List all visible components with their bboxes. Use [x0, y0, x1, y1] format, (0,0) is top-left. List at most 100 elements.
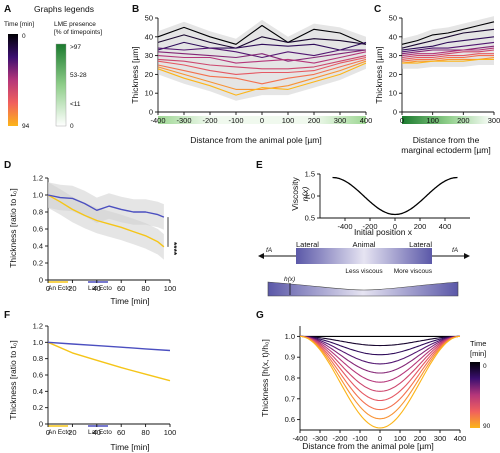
chart0-series-line: [157, 41, 367, 51]
chart0-series-line: [157, 47, 366, 59]
lme-tick-3: 0: [70, 123, 74, 130]
chart5-ytick-label: 0.8: [285, 374, 295, 383]
chart5-model-curve: [299, 335, 461, 383]
panel-b-xlabel: Distance from the animal pole [µm]: [190, 135, 322, 145]
chart5-model-curve: [300, 335, 460, 356]
panel-c-xlabel-1: Distance from the: [413, 135, 480, 145]
lme-legend-label-2: [% of timepoints]: [54, 29, 102, 36]
panel-g-legend-max: 90: [483, 423, 491, 430]
chart5-xtick-label: -300: [312, 434, 327, 443]
left-arrowhead: [258, 253, 264, 259]
chart4-xtick-label: 20: [68, 428, 76, 437]
chart2-series-line: [47, 194, 165, 248]
chart3-xtick-label: 200: [414, 222, 427, 231]
chart5-model-curve: [300, 335, 460, 365]
right-arrowhead: [464, 253, 470, 259]
chart2-sd-band: [48, 182, 164, 230]
chart4-ytick-label: 0.8: [33, 354, 43, 363]
viscosity-bar: [296, 248, 432, 264]
panel-letter-c: C: [374, 4, 381, 15]
chart0-series-line: [157, 24, 367, 45]
chart0-ytick-label: 40: [145, 32, 153, 41]
chart4-ytick-label: 0.6: [33, 371, 43, 380]
panel-c-lme-strip: [402, 116, 494, 124]
panel-a-legends: Graphs legends Time [min] 0 94 LME prese…: [4, 4, 102, 130]
chart2-xtick-label: 20: [68, 284, 76, 293]
chart4-xtick-label: 40: [93, 428, 101, 437]
lateral-right-label: Lateral: [409, 240, 432, 249]
legend-title: Graphs legends: [34, 4, 94, 14]
panel-e-ylabel-1: Viscosity: [290, 177, 300, 211]
chart3-xtick-label: -400: [337, 222, 352, 231]
panel-b-ylabel: Thickness [µm]: [130, 46, 140, 103]
panel-letter-a: A: [4, 4, 11, 15]
chart2-ytick-label: 0: [39, 276, 43, 285]
chart2-xtick-label: 60: [117, 284, 125, 293]
chart2-series-line: [47, 194, 165, 218]
chart0-series-line: [157, 62, 367, 96]
panel-b-chart: Thickness [µm] Distance from the animal …: [130, 14, 372, 146]
panel-f-chart: Thickness [ratio to t₀] Time [min] An Ec…: [8, 322, 176, 453]
chart5-xtick-label: 100: [394, 434, 407, 443]
chart2-xtick-label: 80: [141, 284, 149, 293]
chart2-ytick-label: 0.2: [33, 259, 43, 268]
panel-g-legend-min: 0: [483, 363, 487, 370]
chart0-series-line: [157, 51, 367, 64]
chart1-xtick-label: 200: [457, 116, 470, 125]
legend-d-an: An Ecto: [48, 285, 71, 292]
chart1-series-line: [401, 36, 495, 51]
chart2-ytick-label: 1.2: [33, 174, 43, 183]
chart2-xtick-label: 0: [46, 284, 50, 293]
panel-e-xlabel: Initial position x: [354, 227, 413, 237]
panel-f-ylabel: Thickness [ratio to t₀]: [8, 340, 18, 420]
chart4-xtick-label: 60: [117, 428, 125, 437]
chart1-series-line: [401, 47, 495, 57]
chart3-ytick-label: 1.5: [305, 170, 315, 179]
right-force-label: fA: [452, 247, 458, 254]
lme-tick-0: >97: [70, 44, 81, 51]
panel-e-chart: Viscosity η(x) Initial position x -400 -2…: [290, 170, 470, 237]
panel-e-ylabel-2: η(x): [300, 187, 310, 202]
left-force-label: fA: [266, 247, 272, 254]
chart5-xtick-label: 0: [378, 434, 382, 443]
lme-tick-1: 53-28: [70, 72, 87, 79]
panel-d-ylabel: Thickness [ratio to t₀]: [8, 188, 18, 268]
panel-b-lme-strip: [158, 116, 366, 124]
panel-g-colorbar: [470, 362, 480, 428]
chart5-model-curve: [299, 335, 461, 402]
chart0-series-line: [157, 34, 367, 49]
chart0-xtick-label: 100: [282, 116, 295, 125]
chart1-ytick-label: 0: [393, 108, 397, 117]
chart0-xtick-label: 200: [308, 116, 321, 125]
chart1-series-line: [402, 58, 494, 64]
chart4-ytick-label: 1.2: [33, 322, 43, 331]
chart5-ytick-label: 0.6: [285, 415, 295, 424]
chart5-xtick-label: 400: [454, 434, 467, 443]
chart2-xtick-label: 40: [93, 284, 101, 293]
time-colorbar: [8, 34, 18, 126]
chart2-ytick-label: 0.4: [33, 242, 43, 251]
chart0-series-line: [157, 55, 367, 70]
time-legend-min: 0: [22, 33, 26, 40]
chart5-ytick-label: 1.0: [285, 332, 295, 341]
chart5-xtick-label: -400: [292, 434, 307, 443]
lateral-left-label: Lateral: [296, 240, 319, 249]
chart0-series-line: [157, 56, 367, 75]
chart1-series-line: [401, 41, 495, 53]
chart3-ytick-label: 1.0: [305, 192, 315, 201]
chart1-ytick-label: 40: [389, 32, 397, 41]
chart5-xtick-label: -200: [332, 434, 347, 443]
chart5-xtick-label: 300: [434, 434, 447, 443]
chart0-series-line: [157, 49, 367, 62]
chart2-xtick-label: 100: [164, 284, 177, 293]
chart1-ytick-label: 10: [389, 89, 397, 98]
panel-g-xlabel: Distance from the animal pole [µm]: [302, 441, 434, 451]
chart1-series-line: [401, 28, 495, 49]
chart1-ytick-label: 30: [389, 51, 397, 60]
chart3-ytick-label: 0.5: [305, 214, 315, 223]
chart4-ytick-label: 0.2: [33, 403, 43, 412]
panel-g-legend-label-2: [min]: [470, 349, 486, 358]
chart0-xtick-label: 400: [360, 116, 373, 125]
chart4-xtick-label: 80: [141, 428, 149, 437]
